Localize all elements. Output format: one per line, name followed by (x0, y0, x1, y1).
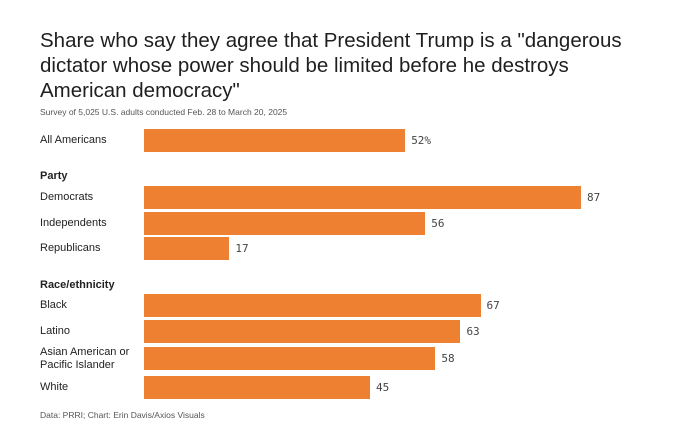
group-label: Race/ethnicity (40, 279, 115, 291)
bar (144, 186, 581, 209)
bar (144, 376, 371, 399)
category-label: White (40, 381, 69, 393)
category-label: Independents (40, 217, 107, 229)
category-label: Republicans (40, 242, 101, 254)
value-label: 45 (376, 381, 390, 394)
bar (144, 129, 406, 152)
value-label: 56 (431, 217, 445, 230)
category-label: All Americans (40, 134, 107, 146)
bar (144, 212, 426, 235)
bar (144, 320, 461, 343)
chart-source: Data: PRRI; Chart: Erin Davis/Axios Visu… (40, 410, 205, 420)
value-label: 67 (486, 299, 500, 312)
bar (144, 294, 481, 317)
value-label: 52% (411, 134, 432, 147)
category-label: Latino (40, 325, 70, 337)
bar (144, 347, 436, 370)
chart-title: Share who say they agree that President … (40, 29, 622, 102)
category-label: Asian American or Pacific Islander (40, 346, 130, 371)
group-label: Party (40, 170, 68, 182)
value-label: 17 (235, 242, 249, 255)
category-label: Democrats (40, 191, 94, 203)
value-label: 87 (587, 191, 601, 204)
category-label: Black (40, 299, 67, 311)
chart-subtitle: Survey of 5,025 U.S. adults conducted Fe… (40, 107, 288, 117)
bar (144, 237, 230, 260)
value-label: 63 (466, 325, 480, 338)
value-label: 58 (441, 352, 455, 365)
